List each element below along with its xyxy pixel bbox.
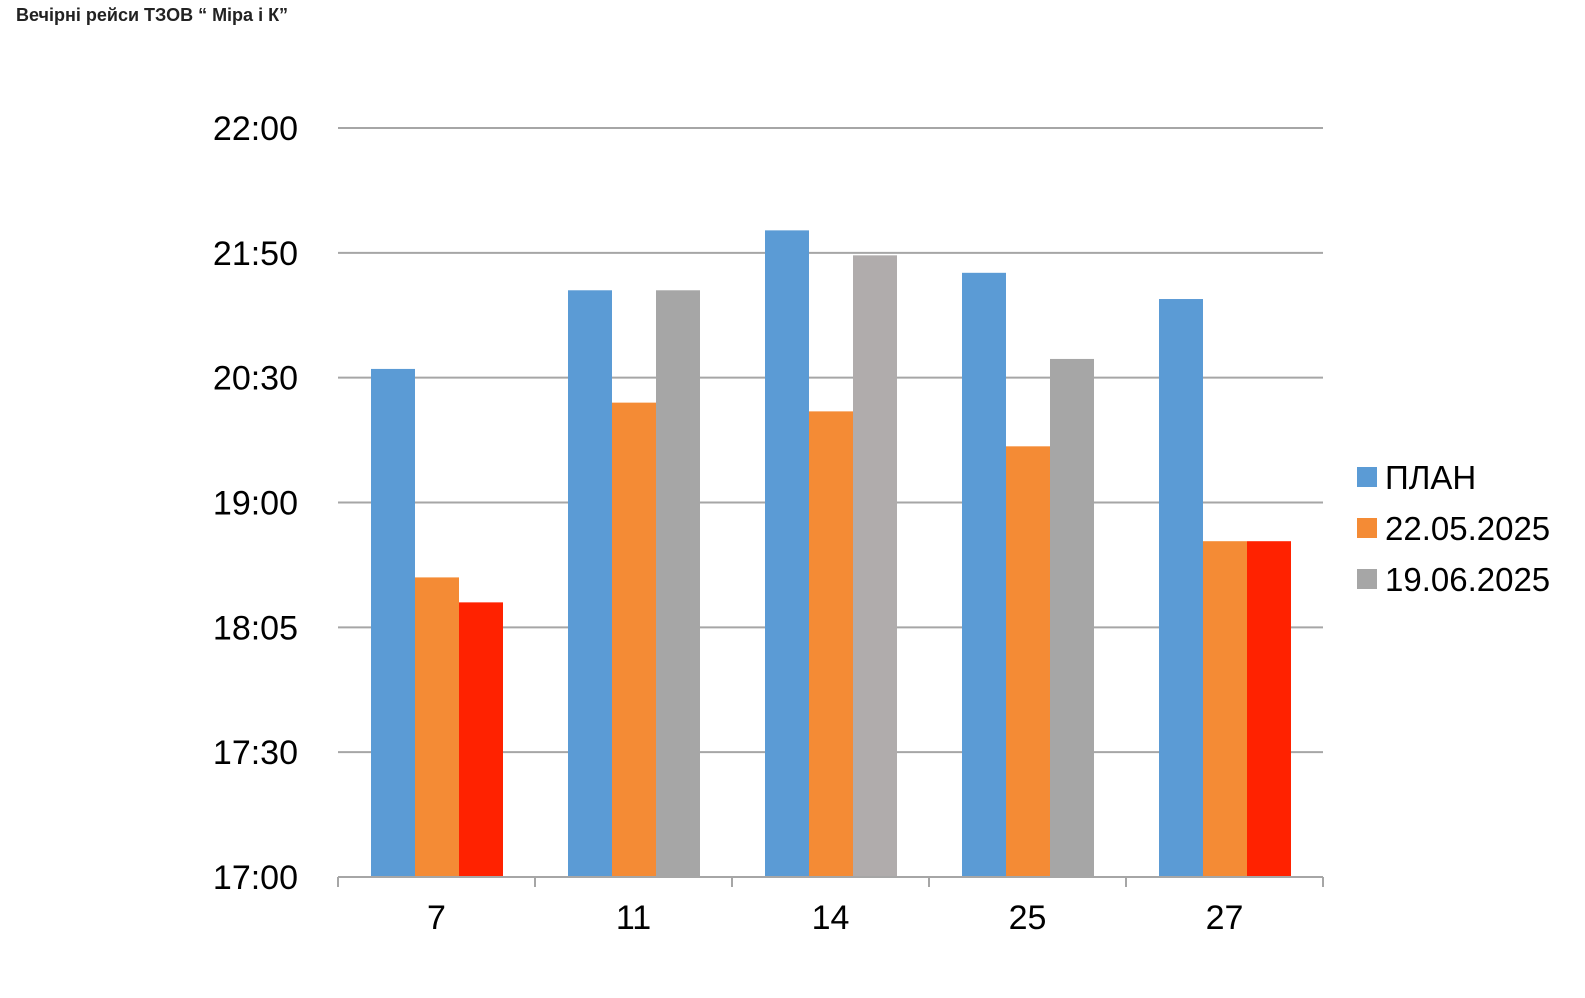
bar-2-14 — [809, 411, 853, 877]
legend-swatch — [1357, 518, 1377, 538]
legend-label: ПЛАН — [1385, 459, 1476, 496]
x-tick-label: 27 — [1206, 899, 1244, 937]
bar-1-25 — [962, 272, 1006, 878]
y-tick-label: 19:00 — [213, 485, 298, 523]
bar-2-27 — [1203, 541, 1247, 877]
bar-1-27 — [1159, 299, 1203, 877]
y-tick-label: 21:50 — [213, 235, 298, 273]
bar-3-11 — [656, 290, 700, 877]
bar-3-25 — [1050, 358, 1094, 878]
bar-2-7 — [415, 577, 459, 877]
bar-1-7 — [371, 368, 415, 877]
bar-1-11 — [568, 290, 612, 877]
legend-label: 22.05.2025 — [1385, 510, 1550, 547]
x-tick-labels: 7 11 14 25 27 — [427, 899, 1243, 937]
legend: ПЛАН 22.05.2025 19.06.2025 — [1357, 459, 1550, 598]
bar-2-25 — [1006, 446, 1050, 877]
bars — [371, 230, 1291, 878]
y-tick-labels: 17:00 17:30 18:05 19:00 20:30 21:50 22:00 — [213, 110, 298, 897]
page-title: Вечірні рейси ТЗОВ “ Міра і К” — [16, 5, 289, 25]
legend-swatch — [1357, 569, 1377, 589]
x-tick-label: 25 — [1009, 899, 1047, 937]
y-tick-label: 17:30 — [213, 734, 298, 772]
bar-3-7 — [459, 602, 503, 877]
y-tick-label: 17:00 — [213, 859, 298, 897]
bar-3-27 — [1247, 541, 1291, 877]
x-tick-label: 11 — [616, 899, 651, 937]
legend-swatch — [1357, 467, 1377, 487]
bar-2-11 — [612, 402, 656, 877]
legend-label: 19.06.2025 — [1385, 561, 1550, 598]
y-tick-label: 20:30 — [213, 360, 298, 398]
bar-3-14 — [853, 255, 897, 877]
y-tick-label: 18:05 — [213, 609, 298, 647]
x-tick-label: 14 — [812, 899, 850, 937]
x-tick-label: 7 — [427, 899, 446, 937]
y-tick-label: 22:00 — [213, 110, 298, 148]
x-axis — [337, 876, 1324, 887]
bar-1-14 — [765, 230, 809, 877]
